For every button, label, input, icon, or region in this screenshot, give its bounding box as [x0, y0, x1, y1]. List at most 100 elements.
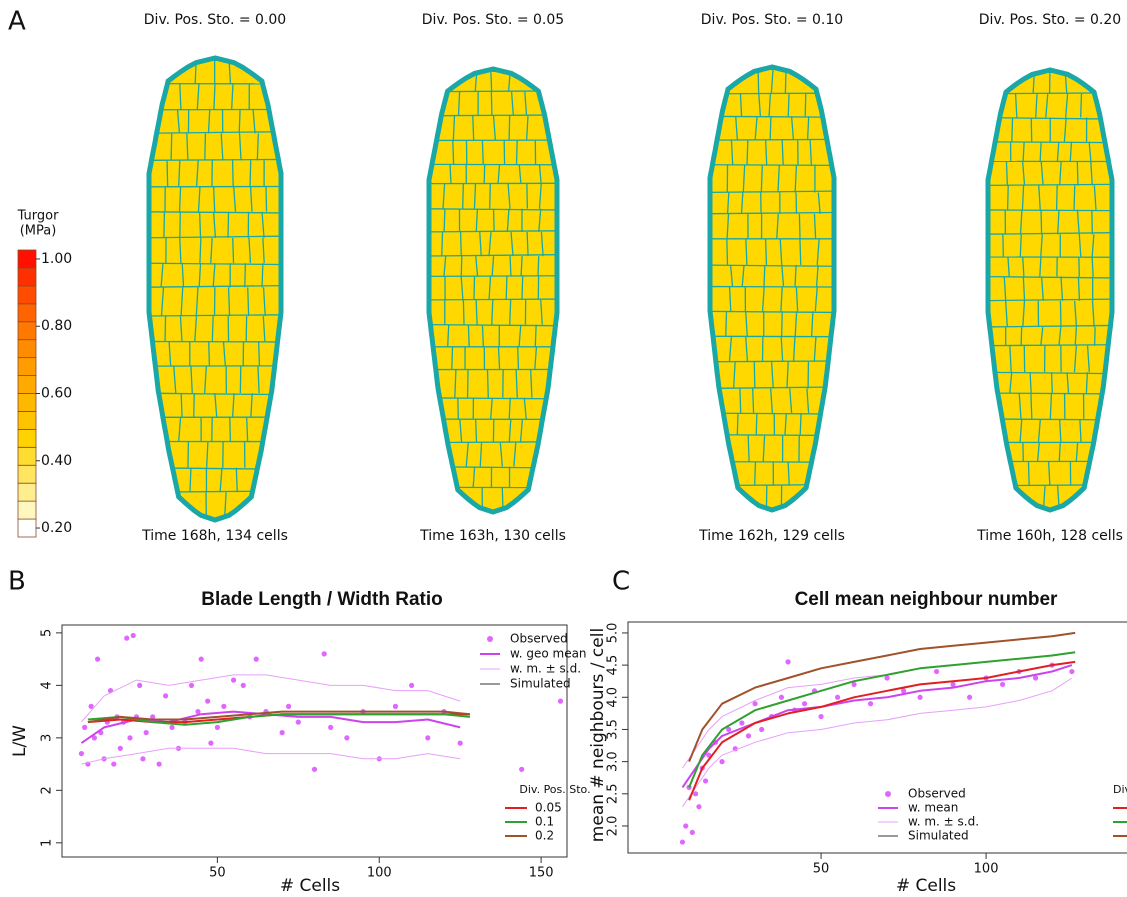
data-point — [91, 735, 97, 741]
cell-wall — [538, 164, 542, 184]
data-point — [834, 694, 841, 700]
cell-wall — [1091, 234, 1095, 257]
data-point — [230, 677, 237, 683]
sd-lower-line — [81, 747, 461, 765]
cell-wall — [710, 264, 834, 268]
data-point — [818, 713, 824, 720]
data-point — [867, 701, 874, 707]
cell-wall — [1050, 372, 1053, 393]
cell-wall — [490, 91, 493, 116]
cell-wall — [231, 160, 234, 187]
cell-wall — [988, 183, 1112, 187]
cell-wall — [193, 393, 195, 418]
cell-wall — [710, 285, 834, 288]
cell-wall — [257, 366, 260, 394]
simulated-line — [688, 631, 1076, 762]
data-point — [900, 688, 907, 694]
y-tick-label: 4 — [40, 681, 55, 689]
cell-wall — [1035, 93, 1038, 118]
data-point — [409, 682, 415, 688]
cell-wall — [1086, 345, 1090, 373]
cell-wall — [472, 115, 475, 141]
cell-wall — [465, 442, 469, 467]
cell-wall — [1014, 93, 1018, 118]
data-point — [679, 839, 686, 845]
cell-wall — [1060, 276, 1064, 301]
cell-wall — [988, 231, 1112, 236]
cell-wall — [238, 133, 242, 161]
x-axis-label: # Cells — [280, 876, 340, 896]
cell-wall — [741, 264, 745, 287]
cell-wall — [227, 287, 231, 317]
x-tick-label: 50 — [813, 862, 830, 877]
cell-wall — [1063, 117, 1067, 142]
colorbar-tick-label: 0.80 — [41, 318, 72, 334]
cell-wall — [449, 164, 452, 184]
data-point — [140, 756, 146, 762]
cell-wall — [770, 361, 774, 389]
panel-label: C — [612, 567, 630, 597]
cell-wall — [1073, 345, 1077, 373]
cell-wall — [1057, 209, 1060, 235]
cell-wall — [163, 211, 166, 238]
cell-wall — [1055, 185, 1058, 210]
cell-wall — [1020, 327, 1023, 346]
legend-marker — [885, 791, 891, 797]
cell-wall — [229, 417, 232, 442]
data-point — [195, 709, 201, 715]
cell-wall — [179, 316, 183, 342]
mean-line — [681, 664, 1073, 788]
data-point — [127, 735, 133, 741]
cell-wall — [513, 442, 517, 467]
cell-wall — [799, 238, 802, 265]
panel-label: B — [8, 567, 26, 597]
cell-wall — [710, 360, 834, 363]
cell-wall — [815, 264, 819, 287]
cell-wall — [1075, 442, 1079, 462]
cell-wall — [475, 256, 479, 277]
cell-wall — [804, 93, 807, 117]
cell-wall — [250, 393, 253, 418]
colorbar-swatch — [17, 393, 37, 412]
cell-wall — [497, 346, 501, 370]
cell-wall — [735, 116, 739, 141]
tissue-title: Div. Pos. Sto. = 0.00 — [144, 12, 286, 28]
tissue-caption: Time 168h, 134 cells — [141, 528, 288, 544]
data-point — [295, 719, 301, 725]
cell-wall — [781, 140, 784, 165]
cell-wall — [520, 256, 523, 277]
cell-wall — [1091, 256, 1094, 277]
cell-wall — [149, 340, 281, 343]
data-point — [130, 632, 136, 639]
cell-wall — [1029, 372, 1032, 393]
cell-wall — [181, 263, 185, 288]
cell-wall — [1022, 276, 1026, 301]
cell-wall — [486, 369, 489, 398]
cell-wall — [473, 183, 477, 209]
cell-wall — [534, 324, 537, 347]
cell-wall — [238, 109, 241, 134]
cell-wall — [526, 231, 529, 257]
data-point — [519, 766, 525, 772]
y-tick-label: 1 — [40, 839, 55, 847]
cell-wall — [198, 211, 202, 238]
tissue-title: Div. Pos. Sto. = 0.20 — [979, 12, 1121, 28]
cell-wall — [198, 263, 202, 288]
cell-wall — [454, 369, 457, 398]
cell-wall — [479, 231, 482, 257]
cell-wall — [459, 232, 462, 257]
cell-wall — [765, 140, 768, 165]
cell-wall — [1018, 392, 1022, 419]
cell-wall — [1059, 300, 1062, 328]
cell-wall — [794, 264, 797, 287]
cell-wall — [806, 116, 810, 141]
cell-wall — [710, 310, 834, 314]
data-point — [739, 720, 745, 726]
data-point — [214, 724, 220, 730]
cell-wall — [1065, 93, 1069, 118]
data-point — [82, 724, 88, 730]
cell-wall — [1088, 141, 1092, 162]
cell-wall — [429, 465, 557, 469]
chart-title: Cell mean neighbour number — [795, 589, 1058, 610]
